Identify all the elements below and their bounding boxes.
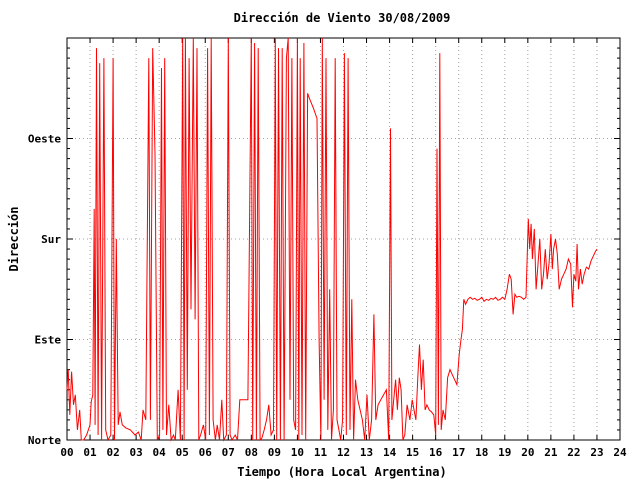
x-tick-label: 11 — [314, 446, 328, 459]
wind-direction-series-line — [66, 37, 598, 442]
x-tick-labels: 00 01 02 03 04 05 06 07 08 09 10 11 12 13 14 15 16 17 18 19… — [60, 446, 627, 459]
x-tick-label: 08 — [245, 446, 258, 459]
y-tick-label: Norte — [28, 434, 61, 447]
x-tick-label: 24 — [613, 446, 627, 459]
y-tick-label: Sur — [41, 233, 61, 246]
y-tick-label: Este — [35, 334, 62, 347]
x-tick-label: 23 — [590, 446, 603, 459]
x-tick-label: 01 — [83, 446, 97, 459]
x-tick-label: 12 — [337, 446, 350, 459]
x-tick-label: 02 — [106, 446, 119, 459]
x-tick-label: 15 — [406, 446, 419, 459]
x-tick-label: 04 — [153, 446, 167, 459]
x-tick-label: 17 — [452, 446, 465, 459]
x-tick-label: 14 — [383, 446, 397, 459]
y-tick-labels: Norte Este Sur Oeste — [28, 133, 61, 448]
x-tick-label: 03 — [130, 446, 143, 459]
x-tick-label: 18 — [475, 446, 488, 459]
x-tick-label: 22 — [567, 446, 580, 459]
y-tick-label: Oeste — [28, 133, 61, 146]
x-tick-label: 16 — [429, 446, 443, 459]
x-tick-label: 21 — [544, 446, 558, 459]
y-axis-label: Dirección — [7, 206, 21, 271]
x-tick-label: 05 — [176, 446, 189, 459]
x-tick-label: 07 — [222, 446, 235, 459]
x-tick-label: 19 — [498, 446, 511, 459]
x-tick-label: 06 — [199, 446, 213, 459]
series-layer — [66, 37, 598, 442]
x-tick-label: 20 — [521, 446, 534, 459]
x-axis-label: Tiempo (Hora Local Argentina) — [237, 465, 447, 479]
x-tick-label: 10 — [291, 446, 304, 459]
x-tick-label: 09 — [268, 446, 281, 459]
x-tick-label: 00 — [60, 446, 73, 459]
chart-title: Dirección de Viento 30/08/2009 — [234, 11, 451, 25]
x-tick-label: 13 — [360, 446, 373, 459]
